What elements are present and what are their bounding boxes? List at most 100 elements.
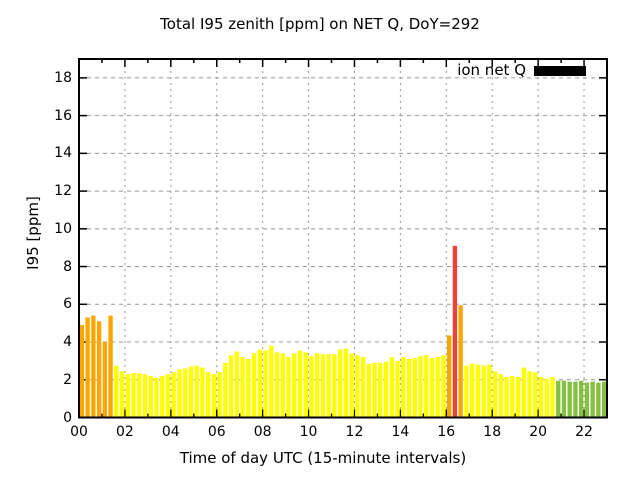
x-tick-label: 12 — [345, 424, 364, 440]
bar-22:15 — [590, 381, 595, 418]
bar-05:30 — [205, 372, 211, 418]
y-tick-label: 4 — [63, 334, 72, 351]
legend-label: ion net Q — [457, 61, 526, 79]
bar-18:30 — [504, 376, 509, 418]
bar-20:00 — [538, 376, 544, 418]
chart-title: Total I95 zenith [ppm] on NET Q, DoY=292 — [160, 15, 480, 33]
bar-10:00 — [309, 356, 314, 418]
bar-22:30 — [596, 382, 601, 418]
bar-07:15 — [246, 359, 251, 418]
bar-09:15 — [292, 353, 297, 418]
bar-07:00 — [240, 357, 245, 418]
bar-15:15 — [429, 358, 435, 418]
y-tick-label: 6 — [63, 296, 72, 313]
bar-02:15 — [131, 373, 136, 418]
bar-16:15 — [452, 245, 458, 418]
bar-01:00 — [102, 342, 107, 418]
bar-08:00 — [263, 350, 268, 418]
plot-border — [78, 58, 608, 419]
bar-21:30 — [573, 381, 578, 418]
y-tick-label: 12 — [54, 183, 72, 200]
y-tick-label: 0 — [63, 409, 72, 426]
bar-06:30 — [228, 355, 234, 418]
bar-03:15 — [154, 377, 159, 418]
bar-00:30 — [91, 315, 96, 418]
bar-14:00 — [401, 357, 406, 418]
x-tick-label: 00 — [70, 424, 88, 440]
bar-19:00 — [515, 376, 521, 418]
x-tick-label: 02 — [115, 424, 134, 440]
bar-19:45 — [533, 372, 538, 418]
bar-18:00 — [492, 371, 498, 418]
bar-09:00 — [286, 357, 291, 418]
bar-08:30 — [274, 352, 280, 418]
bar-12:15 — [360, 357, 366, 418]
bar-02:00 — [125, 374, 130, 418]
bar-17:00 — [469, 363, 475, 418]
x-axis-label: Time of day UTC (15-minute intervals) — [179, 449, 467, 467]
bar-16:00 — [447, 335, 452, 418]
bar-00:45 — [96, 321, 102, 418]
bar-21:45 — [579, 380, 584, 418]
x-tick-label: 06 — [207, 424, 226, 440]
bar-13:45 — [395, 360, 400, 418]
bar-11:30 — [343, 348, 349, 418]
bar-04:45 — [188, 366, 194, 418]
bar-15:45 — [441, 355, 446, 418]
bar-02:45 — [142, 374, 148, 418]
bar-01:45 — [119, 371, 125, 418]
bar-20:15 — [544, 378, 549, 418]
bar-10:15 — [315, 353, 320, 418]
bar-13:00 — [378, 362, 383, 418]
bar-06:45 — [234, 351, 239, 418]
bar-03:00 — [148, 375, 153, 418]
bar-04:15 — [177, 369, 182, 418]
bar-19:30 — [527, 371, 532, 418]
bar-17:45 — [487, 364, 492, 418]
bar-09:30 — [297, 350, 303, 418]
bar-21:15 — [567, 381, 572, 418]
bar-20:45 — [556, 380, 561, 418]
bar-22:45 — [601, 381, 607, 418]
bar-18:15 — [498, 374, 503, 418]
bar-07:45 — [257, 349, 262, 418]
bar-18:45 — [510, 375, 515, 418]
bar-04:30 — [183, 368, 188, 418]
bar-05:00 — [194, 365, 199, 418]
bar-06:00 — [217, 372, 222, 418]
bar-15:00 — [424, 355, 429, 418]
bar-04:00 — [171, 372, 176, 418]
bar-09:45 — [303, 352, 308, 418]
bar-06:15 — [223, 362, 228, 418]
y-tick-label: 10 — [54, 220, 72, 237]
x-tick-label: 10 — [299, 424, 318, 440]
x-tick-label: 08 — [253, 424, 272, 440]
bar-11:45 — [349, 353, 354, 418]
bar-05:45 — [211, 374, 217, 418]
x-tick-label: 22 — [575, 424, 593, 440]
bar-12:30 — [366, 363, 371, 418]
bar-17:30 — [481, 365, 486, 418]
bar-03:45 — [165, 374, 171, 418]
x-tick-label: 04 — [161, 424, 180, 440]
bar-10:45 — [326, 354, 331, 418]
x-tick-label: 16 — [437, 424, 456, 440]
bar-14:15 — [406, 359, 412, 418]
bar-12:45 — [372, 362, 377, 418]
bar-10:30 — [320, 354, 326, 418]
bar-12:00 — [355, 355, 360, 418]
y-tick-label: 16 — [54, 107, 72, 124]
bar-17:15 — [475, 364, 481, 418]
bar-14:30 — [412, 358, 417, 418]
bar-05:15 — [200, 367, 205, 418]
bar-03:30 — [160, 375, 165, 418]
bar-07:30 — [251, 353, 257, 418]
x-tick-label: 20 — [529, 424, 548, 440]
bar-01:30 — [114, 365, 119, 418]
bar-21:00 — [561, 380, 567, 418]
x-tick-label: 14 — [391, 424, 410, 440]
bar-13:15 — [383, 361, 389, 418]
bar-19:15 — [521, 367, 526, 418]
